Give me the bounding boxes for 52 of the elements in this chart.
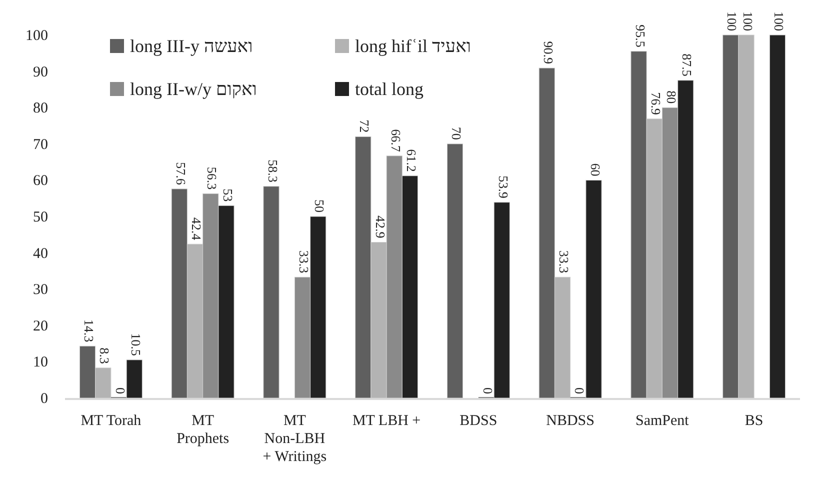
- data-label: 0: [572, 388, 588, 394]
- data-label: 95.5: [632, 24, 648, 48]
- data-label: 33.3: [296, 250, 312, 274]
- x-tick-label: BS: [744, 413, 764, 429]
- data-label: 80: [664, 90, 680, 104]
- y-tick-label: 0: [40, 391, 48, 407]
- y-tick-label: 20: [33, 318, 48, 334]
- data-label: 8.3: [97, 348, 112, 364]
- y-tick-label: 60: [33, 173, 48, 190]
- y-tick-label: 70: [33, 136, 48, 153]
- legend-label: long II-w/y ואקום: [130, 79, 257, 99]
- x-tick-label: BDSS: [460, 413, 498, 429]
- data-label: 56.3: [204, 166, 220, 190]
- x-tick-label: SamPent: [636, 413, 690, 429]
- legend-label: long III-y ואעשה: [130, 36, 253, 56]
- data-label: 90.9: [540, 41, 556, 64]
- x-tick-label: MT LBH +: [352, 413, 421, 429]
- data-label: 70: [449, 126, 464, 140]
- data-label: 53: [220, 188, 236, 202]
- y-tick-label: 80: [33, 100, 48, 117]
- data-label: 61.2: [404, 149, 420, 172]
- data-label: 10.5: [128, 333, 144, 356]
- data-label: 53.9: [496, 176, 511, 198]
- data-label: 72: [357, 120, 372, 133]
- data-label: 50: [312, 200, 328, 212]
- data-label: 100: [724, 12, 740, 31]
- data-label: 42.9: [372, 216, 388, 238]
- data-label: 58.3: [265, 160, 280, 182]
- y-tick-label: 10: [33, 354, 48, 371]
- data-label: 57.6: [173, 162, 188, 186]
- data-label: 100: [740, 12, 756, 31]
- legend-label: total long: [355, 79, 424, 99]
- data-label: 60: [588, 163, 603, 176]
- data-label: 100: [772, 12, 787, 31]
- x-tick-label: MT Torah: [80, 413, 142, 429]
- y-tick-label: 30: [33, 282, 48, 298]
- data-label: 0: [112, 388, 128, 394]
- data-label: 87.5: [680, 54, 695, 76]
- data-label: 66.7: [388, 129, 404, 152]
- x-tick-label: MT Non-LBH + Writings: [262, 413, 327, 465]
- data-label: 76.9: [648, 92, 664, 115]
- y-tick-label: 100: [26, 28, 48, 44]
- y-tick-label: 40: [33, 246, 48, 262]
- x-tick-label: MT Prophets: [176, 413, 230, 447]
- data-label: 14.3: [82, 319, 97, 342]
- y-tick-label: 50: [33, 210, 48, 226]
- legend-label: long hifʿil ואעיד: [355, 36, 471, 56]
- data-label: 33.3: [556, 250, 572, 274]
- x-tick-label: NBDSS: [546, 413, 594, 429]
- y-tick-label: 90: [33, 64, 48, 80]
- data-label: 42.4: [189, 217, 204, 241]
- data-label: 0: [480, 388, 496, 394]
